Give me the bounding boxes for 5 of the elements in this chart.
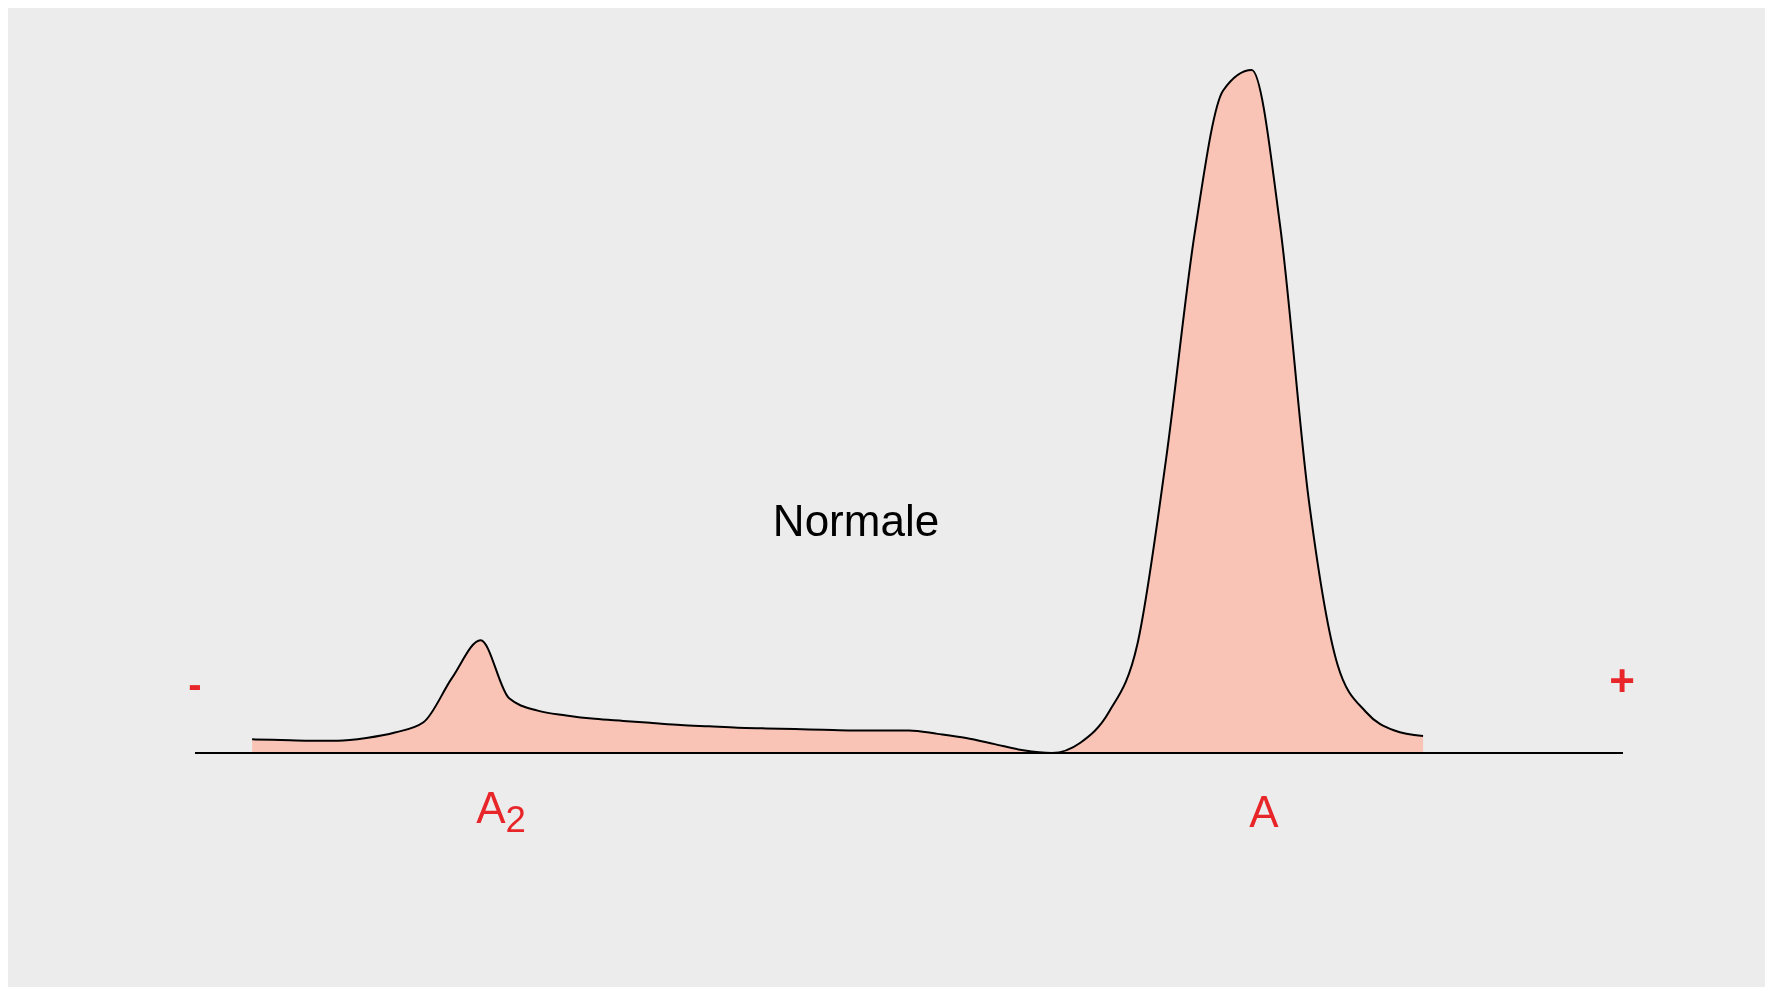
text: A$_{2}$ [476,782,526,842]
text: Normale [772,496,940,546]
text: A [1249,787,1279,837]
annotation: - [188,661,202,707]
annotation: + [1609,656,1635,706]
